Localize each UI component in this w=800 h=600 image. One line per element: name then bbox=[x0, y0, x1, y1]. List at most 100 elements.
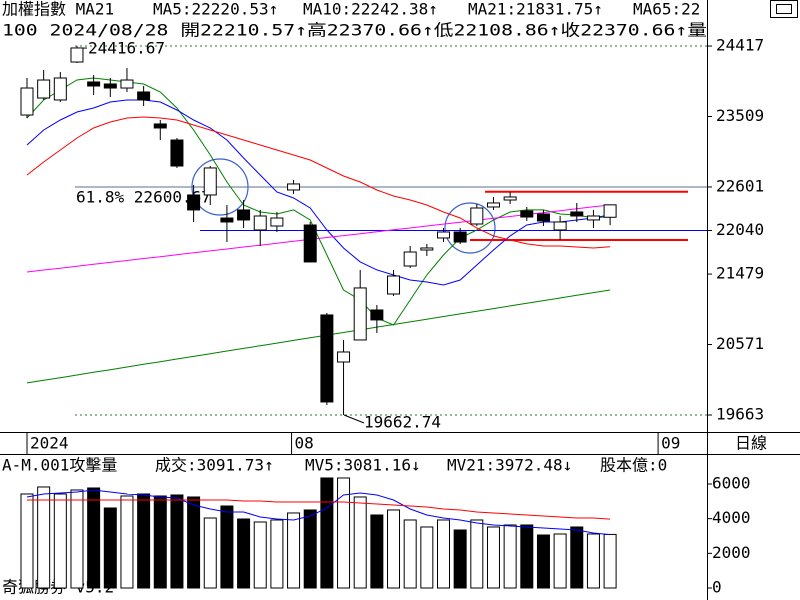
volume-bar bbox=[187, 496, 201, 589]
volume-bar bbox=[37, 486, 51, 589]
header-item: MA21:21831.75↑ bbox=[468, 0, 603, 19]
volume-bar bbox=[70, 489, 84, 589]
price-panel: 24416.67 19662.74 61.8% 22600.67 bbox=[20, 39, 707, 432]
volume-header-item: 成交:3091.73↑ bbox=[155, 456, 274, 475]
volume-bar bbox=[287, 512, 301, 589]
candle-body bbox=[303, 224, 317, 263]
quote-line: 100 2024/08/28 開22210.57↑高22370.66↑低2210… bbox=[2, 21, 707, 40]
y-tick-label: 2000 bbox=[712, 543, 751, 562]
extreme-leader bbox=[343, 414, 365, 424]
y-tick-label: 23509 bbox=[716, 106, 764, 125]
ma-line bbox=[26, 489, 611, 536]
candle-body bbox=[553, 221, 567, 231]
candle-body bbox=[437, 231, 450, 239]
candle-body bbox=[403, 251, 417, 267]
volume-bar bbox=[337, 477, 351, 589]
extreme-label: 19662.74 bbox=[364, 413, 441, 432]
extreme-label: 24416.67 bbox=[88, 39, 165, 58]
volume-bar bbox=[103, 507, 117, 589]
window-button-icon bbox=[776, 4, 792, 14]
candle-body bbox=[570, 211, 584, 217]
volume-bar bbox=[470, 519, 484, 589]
volume-bar bbox=[536, 534, 550, 589]
y-tick-label: 20571 bbox=[716, 334, 764, 353]
ma-line bbox=[26, 204, 611, 273]
volume-bar bbox=[586, 533, 600, 589]
volume-header-item: MV5:3081.16↓ bbox=[305, 456, 421, 475]
ma-line bbox=[27, 499, 611, 520]
volume-bar bbox=[453, 529, 467, 589]
candle-body bbox=[20, 87, 34, 116]
volume-bar bbox=[353, 496, 367, 589]
header-item: MA10:22242.38↑ bbox=[303, 0, 438, 19]
volume-bar bbox=[553, 533, 567, 589]
candle-body bbox=[237, 209, 251, 221]
volume-bar bbox=[220, 505, 234, 589]
y-tick-label: 22040 bbox=[716, 220, 764, 239]
candle-body bbox=[87, 81, 101, 87]
volume-bar bbox=[570, 526, 584, 589]
candle-body bbox=[53, 77, 67, 101]
candle-body bbox=[203, 167, 217, 196]
volume-bar bbox=[303, 509, 317, 589]
candle-body bbox=[470, 207, 484, 225]
candle-body bbox=[320, 314, 334, 403]
period-label: 日線 bbox=[735, 434, 767, 453]
highlight-circle bbox=[444, 202, 496, 254]
candle-body bbox=[586, 215, 600, 221]
candle-body bbox=[70, 47, 84, 63]
volume-bar bbox=[137, 493, 151, 589]
volume-bar bbox=[253, 521, 267, 589]
candle-body bbox=[187, 194, 201, 211]
y-tick-label: 19663 bbox=[716, 405, 764, 424]
x-tick-label: 09 bbox=[661, 434, 680, 453]
candle-body bbox=[337, 351, 351, 363]
candle-body bbox=[453, 231, 467, 243]
volume-bar bbox=[53, 493, 67, 589]
window-button[interactable] bbox=[770, 0, 798, 18]
volume-bar bbox=[603, 533, 617, 589]
volume-bar bbox=[403, 519, 417, 589]
volume-bar bbox=[420, 526, 434, 589]
x-tick-label: 2024 bbox=[30, 434, 69, 453]
ma-line bbox=[26, 289, 611, 384]
header-item: MA5:22220.53↑ bbox=[153, 0, 278, 19]
candle-body bbox=[253, 215, 267, 231]
candle-body bbox=[287, 183, 301, 191]
candle-body bbox=[387, 275, 401, 295]
y-tick-label: 0 bbox=[712, 577, 722, 596]
header-item: MA65:22 bbox=[633, 0, 700, 19]
y-tick-label: 24417 bbox=[716, 36, 764, 55]
ma-line bbox=[26, 116, 611, 249]
volume-header-item: MV21:3972.48↓ bbox=[447, 456, 572, 475]
candle-body bbox=[220, 217, 234, 223]
candle-body bbox=[170, 139, 184, 167]
candle-body bbox=[153, 123, 167, 129]
volume-bar bbox=[486, 526, 500, 589]
candle-body bbox=[103, 83, 117, 89]
candle-body bbox=[603, 204, 617, 218]
volume-bar bbox=[437, 519, 450, 589]
candle-body bbox=[520, 210, 534, 218]
volume-bar bbox=[20, 493, 34, 589]
candle-body bbox=[120, 79, 134, 89]
volume-bar bbox=[270, 519, 284, 589]
volume-header-item: 股本億:0 bbox=[600, 456, 667, 475]
volume-bar bbox=[320, 477, 334, 589]
y-tick-label: 22601 bbox=[716, 176, 764, 195]
volume-bar bbox=[370, 514, 384, 589]
reference-label: 61.8% 22600.67 bbox=[76, 187, 211, 206]
volume-bar bbox=[503, 524, 517, 589]
volume-bar bbox=[87, 487, 101, 589]
y-tick-label: 21479 bbox=[716, 264, 764, 283]
candle-body bbox=[370, 309, 384, 321]
volume-bar bbox=[153, 495, 167, 589]
volume-bar bbox=[203, 517, 217, 589]
volume-bar bbox=[520, 524, 534, 589]
volume-panel bbox=[20, 477, 617, 589]
candle-body bbox=[420, 247, 434, 251]
volume-bar bbox=[170, 494, 184, 589]
volume-bar bbox=[387, 509, 401, 589]
